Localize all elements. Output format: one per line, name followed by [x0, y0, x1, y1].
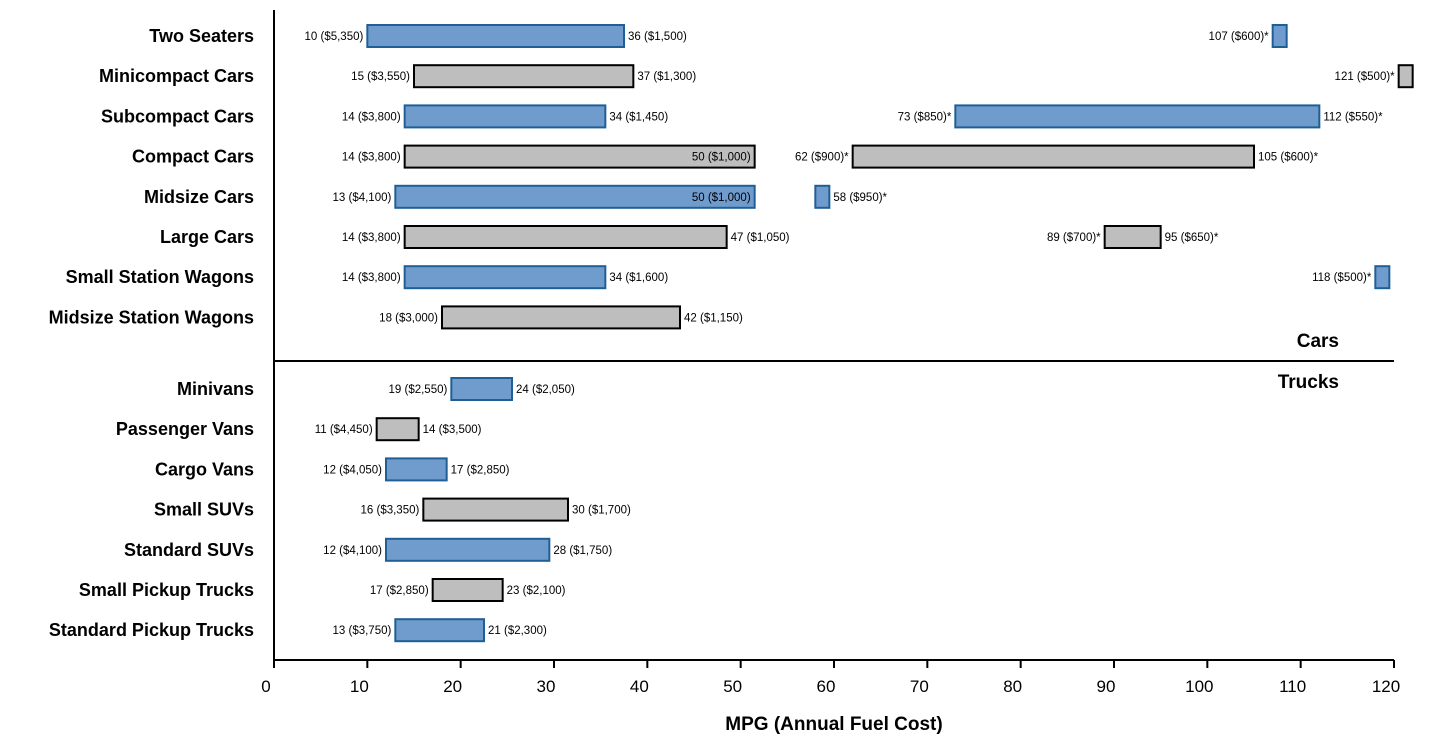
range-max-label: 42 ($1,150)	[684, 312, 743, 324]
x-tick-label: 20	[443, 677, 462, 696]
category-label-midsize-station-wagons: Midsize Station Wagons	[49, 307, 254, 327]
category-label-small-station-wagons: Small Station Wagons	[66, 267, 254, 287]
range-bar-small-station-wagons-0	[403, 265, 607, 290]
range-max-label: 24 ($2,050)	[516, 384, 575, 396]
x-tick-label: 40	[630, 677, 649, 696]
range-min-label: 14 ($3,800)	[342, 111, 401, 123]
range-max-label: 112 ($550)*	[1323, 111, 1383, 123]
range-max-label: 47 ($1,050)	[731, 232, 790, 244]
range-min-label: 18 ($3,000)	[379, 312, 438, 324]
value-labels-layer: 10 ($5,350) 36 ($1,500) 107 ($600)* 15 ($3,…	[305, 31, 1396, 637]
x-axis: 0 10 20 30 40 50 60 70 80 90 100 110 120	[261, 659, 1400, 696]
range-max-label: 23 ($2,100)	[507, 585, 566, 597]
x-axis-title: MPG (Annual Fuel Cost)	[725, 714, 942, 735]
range-max-label: 50 ($1,000)	[692, 152, 751, 164]
category-label-standard-suvs: Standard SUVs	[124, 540, 254, 560]
range-min-label: 13 ($3,750)	[333, 625, 392, 637]
range-bar-standard-pickup-trucks-0	[394, 618, 486, 643]
x-tick-label: 0	[261, 677, 270, 696]
range-max-label: 34 ($1,600)	[609, 272, 668, 284]
range-min-label: 121 ($500)*	[1335, 71, 1396, 83]
range-bar-small-station-wagons-1	[1374, 265, 1391, 290]
range-min-label: 13 ($4,100)	[333, 192, 392, 204]
category-label-compact-cars: Compact Cars	[132, 147, 254, 167]
range-bar-midsize-cars-0	[394, 184, 756, 209]
x-tick-label: 110	[1279, 677, 1306, 696]
x-tick-label: 50	[723, 677, 742, 696]
range-bar-cargo-vans-0	[385, 457, 448, 482]
range-min-label: 89 ($700)*	[1047, 232, 1101, 244]
range-max-label: 58 ($950)*	[833, 192, 887, 204]
range-max-label: 105 ($600)*	[1258, 152, 1319, 164]
category-label-standard-pickup-trucks: Standard Pickup Trucks	[49, 620, 254, 640]
range-bar-minivans-0	[450, 377, 514, 401]
range-bar-compact-cars-1	[851, 144, 1256, 169]
range-bar-large-cars-1	[1103, 225, 1162, 249]
x-tick-label: 100	[1185, 677, 1213, 696]
category-label-two-seaters: Two Seaters	[149, 26, 254, 46]
range-min-label: 62 ($900)*	[795, 152, 849, 164]
range-min-label: 14 ($3,800)	[342, 232, 401, 244]
range-bar-two-seaters-0	[366, 24, 625, 48]
range-bar-minicompact-cars-0	[413, 64, 635, 89]
range-max-label: 34 ($1,450)	[609, 111, 668, 123]
range-bar-standard-suvs-0	[385, 537, 551, 562]
range-bar-two-seaters-1	[1271, 24, 1288, 48]
category-label-small-pickup-trucks: Small Pickup Trucks	[79, 580, 254, 600]
x-tick-label: 10	[350, 677, 369, 696]
range-bar-small-suvs-0	[422, 497, 570, 522]
section-label-trucks: Trucks	[1278, 372, 1339, 393]
x-tick-label: 90	[1097, 677, 1116, 696]
range-bar-large-cars-0	[403, 225, 728, 249]
category-label-passenger-vans: Passenger Vans	[116, 419, 254, 439]
range-min-label: 12 ($4,050)	[323, 464, 382, 476]
range-min-label: 14 ($3,800)	[342, 272, 401, 284]
range-min-label: 15 ($3,550)	[351, 71, 410, 83]
range-max-label: 14 ($3,500)	[423, 424, 482, 436]
x-tick-label: 120	[1372, 677, 1400, 696]
range-min-label: 12 ($4,100)	[323, 545, 382, 557]
section-label-cars: Cars	[1297, 331, 1339, 352]
x-tick-label: 70	[910, 677, 929, 696]
range-max-label: 37 ($1,300)	[637, 71, 696, 83]
range-min-label: 107 ($600)*	[1209, 31, 1270, 43]
bars-layer	[366, 24, 1414, 643]
range-bar-passenger-vans-0	[375, 417, 420, 442]
category-labels-layer: Two Seaters Minicompact Cars Subcompact Ca…	[49, 26, 254, 640]
range-min-label: 118 ($500)*	[1312, 272, 1372, 284]
range-min-label: 14 ($3,800)	[342, 152, 401, 164]
range-min-label: 10 ($5,350)	[305, 31, 364, 43]
category-label-subcompact-cars: Subcompact Cars	[101, 106, 254, 126]
range-max-label: 36 ($1,500)	[628, 31, 687, 43]
range-min-label: 73 ($850)*	[898, 111, 952, 123]
category-label-minicompact-cars: Minicompact Cars	[99, 66, 254, 86]
range-min-label: 16 ($3,350)	[361, 505, 420, 517]
category-label-midsize-cars: Midsize Cars	[144, 187, 254, 207]
range-max-label: 17 ($2,850)	[451, 464, 510, 476]
range-bar-subcompact-cars-1	[954, 104, 1321, 129]
category-label-cargo-vans: Cargo Vans	[155, 459, 254, 479]
x-tick-label: 30	[537, 677, 556, 696]
range-min-label: 11 ($4,450)	[315, 424, 373, 436]
range-bar-subcompact-cars-0	[403, 104, 607, 129]
range-max-label: 50 ($1,000)	[692, 192, 751, 204]
range-bar-minicompact-cars-1	[1397, 64, 1414, 89]
range-bar-compact-cars-0	[403, 144, 756, 169]
range-max-label: 21 ($2,300)	[488, 625, 547, 637]
category-label-minivans: Minivans	[177, 379, 254, 399]
range-bar-small-pickup-trucks-0	[431, 578, 504, 602]
range-max-label: 95 ($650)*	[1165, 232, 1219, 244]
category-label-large-cars: Large Cars	[160, 227, 254, 247]
range-min-label: 19 ($2,550)	[389, 384, 448, 396]
x-tick-label: 80	[1003, 677, 1022, 696]
category-label-small-suvs: Small SUVs	[154, 500, 254, 520]
range-min-label: 17 ($2,850)	[370, 585, 429, 597]
range-bar-midsize-station-wagons-0	[441, 305, 681, 330]
x-tick-label: 60	[817, 677, 836, 696]
range-max-label: 28 ($1,750)	[553, 545, 612, 557]
range-max-label: 30 ($1,700)	[572, 505, 631, 517]
range-bar-midsize-cars-1	[814, 184, 831, 209]
